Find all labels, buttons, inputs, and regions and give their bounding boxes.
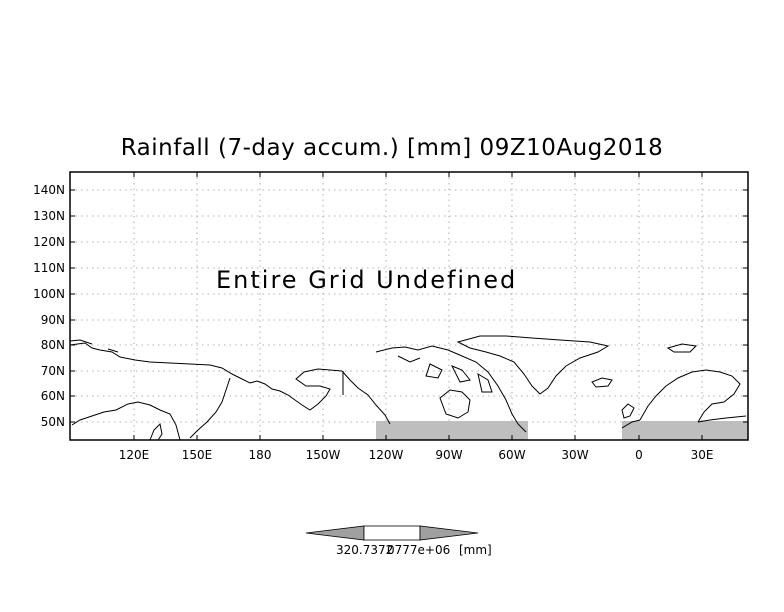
colorbar-label-1: 320.7372 bbox=[336, 543, 393, 557]
lat-label: 140N bbox=[33, 183, 65, 197]
lon-label: 150W bbox=[306, 448, 341, 462]
coast-okhotsk bbox=[71, 401, 181, 441]
lon-label: 30W bbox=[561, 448, 588, 462]
plot-frame bbox=[69, 171, 749, 441]
lat-label: 80N bbox=[41, 338, 65, 352]
lon-label: 120W bbox=[369, 448, 404, 462]
lat-label: 90N bbox=[41, 313, 65, 327]
lat-label: 50N bbox=[41, 415, 65, 429]
colorbar: 320.7372 0777e+06 [mm] bbox=[305, 525, 492, 557]
shaded-region-north-america bbox=[376, 421, 528, 440]
coast-kamchatka bbox=[189, 377, 231, 439]
shaded-region-europe bbox=[622, 421, 748, 440]
lat-label: 120N bbox=[33, 235, 65, 249]
coast-iceland bbox=[591, 377, 613, 388]
colorbar-left-arrow bbox=[305, 525, 365, 541]
coast-alaska bbox=[341, 370, 391, 425]
lon-label: 90W bbox=[435, 448, 462, 462]
coast-japan-region bbox=[149, 422, 163, 441]
latitude-axis: 140N 130N 120N 110N 100N 90N 80N 70N 60N 50N bbox=[33, 183, 748, 429]
map-title: Rainfall (7-day accum.) [mm] 09Z10Aug201… bbox=[120, 135, 664, 161]
lat-label: 100N bbox=[33, 287, 65, 301]
coast-europe bbox=[621, 415, 747, 429]
coast-scandinavia bbox=[639, 369, 741, 423]
coast-greenland bbox=[456, 335, 610, 395]
lon-label: 120E bbox=[119, 448, 150, 462]
lat-label: 110N bbox=[33, 261, 65, 275]
colorbar-middle-box bbox=[363, 525, 421, 541]
lat-label: 60N bbox=[41, 389, 65, 403]
coast-hudson-bay bbox=[439, 389, 471, 419]
lon-label: 150E bbox=[182, 448, 213, 462]
lon-label: 60W bbox=[498, 448, 525, 462]
coast-siberia bbox=[69, 342, 343, 411]
lon-label: 0 bbox=[635, 448, 643, 462]
lon-label: 180 bbox=[249, 448, 272, 462]
colorbar-units: [mm] bbox=[459, 543, 492, 557]
coast-canada-arctic bbox=[375, 345, 527, 433]
gridlines bbox=[70, 172, 748, 440]
coast-arctic-islands bbox=[69, 339, 493, 393]
coast-svalbard bbox=[666, 343, 698, 353]
lon-label: 30E bbox=[691, 448, 714, 462]
shaded-land-regions bbox=[376, 421, 748, 440]
colorbar-right-arrow bbox=[419, 525, 479, 541]
lat-label: 70N bbox=[41, 364, 65, 378]
coastlines bbox=[69, 335, 747, 441]
longitude-axis: 120E 150E 180 150W 120W 90W 60W 30W 0 30E bbox=[119, 172, 714, 462]
undefined-grid-notice: Entire Grid Undefined bbox=[216, 266, 517, 294]
colorbar-label-2: 0777e+06 bbox=[387, 543, 450, 557]
lat-label: 130N bbox=[33, 209, 65, 223]
coast-uk bbox=[621, 403, 635, 419]
